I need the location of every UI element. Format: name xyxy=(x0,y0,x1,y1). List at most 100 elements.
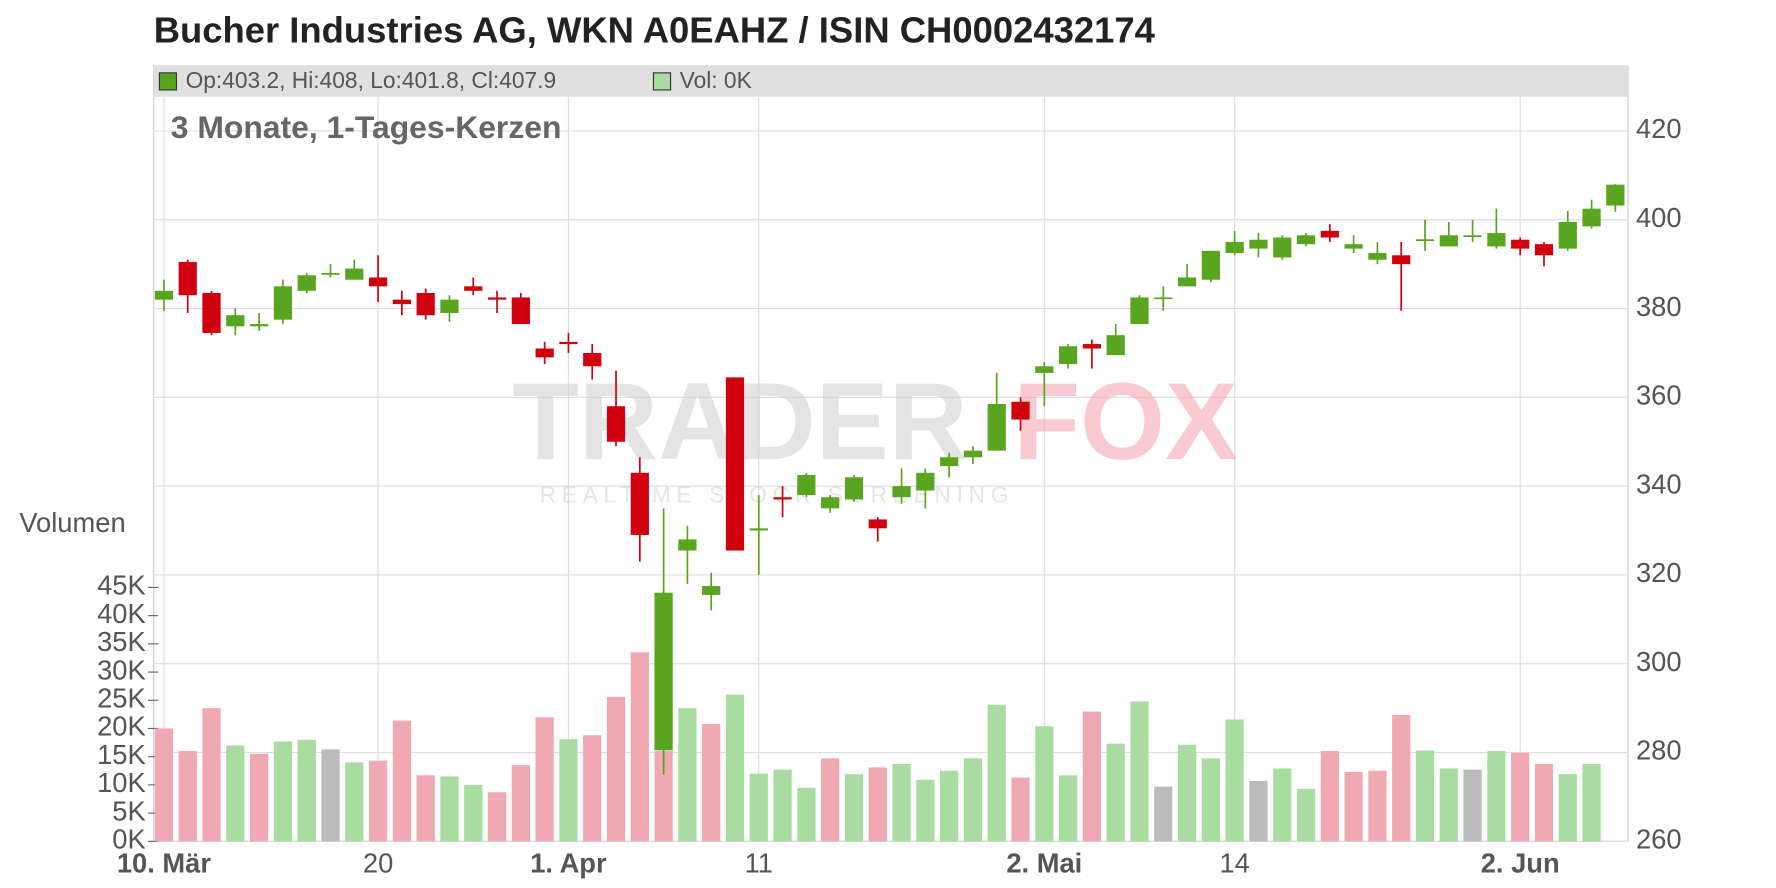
volume-bar xyxy=(987,704,1006,842)
candle-body xyxy=(1035,366,1054,373)
volume-axis-label: Volumen xyxy=(19,507,125,538)
candle-body xyxy=(821,497,840,509)
x-tick-label: 1. Apr xyxy=(530,847,607,878)
volume-bar xyxy=(1463,769,1482,842)
candle-body xyxy=(987,404,1006,451)
x-tick-label: 10. Mär xyxy=(117,847,211,878)
candle-body xyxy=(1582,208,1601,227)
volume-tick-label: 35K xyxy=(97,626,146,657)
volume-tick-label: 20K xyxy=(97,711,146,742)
volume-bar xyxy=(916,779,935,842)
candle-body xyxy=(583,352,602,367)
candle-body xyxy=(916,472,935,491)
volume-bar xyxy=(1225,719,1244,842)
volume-bar xyxy=(1035,726,1054,842)
candle-body xyxy=(797,475,816,496)
volume-tick-label: 25K xyxy=(97,682,146,713)
volume-bar xyxy=(273,741,293,842)
candle-body xyxy=(749,528,768,531)
candle-body xyxy=(1368,253,1387,260)
volume-bar xyxy=(1487,751,1506,842)
candle-body xyxy=(725,377,745,551)
candle-body xyxy=(1511,239,1530,249)
volume-tick-label: 10K xyxy=(97,767,146,798)
candle-body xyxy=(1011,401,1030,420)
candle-body xyxy=(1415,239,1435,241)
volume-bar xyxy=(440,776,459,842)
candle-body xyxy=(297,275,316,291)
candle-body xyxy=(392,299,411,305)
candle-body xyxy=(416,293,435,316)
volume-bar xyxy=(1130,701,1149,842)
x-tick-label: 2. Jun xyxy=(1481,847,1560,878)
candle-body xyxy=(702,586,721,595)
volume-bar xyxy=(702,723,721,842)
volume-bar xyxy=(487,792,507,842)
volume-bar xyxy=(1320,751,1339,842)
volume-bar xyxy=(940,770,959,842)
volume-tick-label: 5K xyxy=(112,795,145,826)
candle-body xyxy=(1463,235,1482,237)
legend-text: Op:403.2, Hi:408, Lo:401.8, Cl:407.9 xyxy=(186,67,557,93)
candle-body xyxy=(487,297,507,300)
x-tick-label: 20 xyxy=(363,847,393,878)
volume-bar xyxy=(1296,788,1316,842)
watermark-brand: FOX xyxy=(1013,361,1238,483)
volume-bar xyxy=(868,767,887,842)
volume-bar xyxy=(678,708,697,842)
candle-body xyxy=(1106,335,1125,356)
volume-bar xyxy=(844,774,864,842)
volume-tick-label: 40K xyxy=(97,598,146,629)
candle-body xyxy=(345,268,364,280)
candle-body xyxy=(178,261,197,296)
volume-bar xyxy=(1558,774,1577,842)
candle-body xyxy=(963,450,983,458)
y-tick-label: 400 xyxy=(1636,202,1682,233)
volume-tick-label: 15K xyxy=(97,739,146,770)
y-tick-label: 320 xyxy=(1636,557,1682,588)
legend-swatch xyxy=(652,72,672,91)
volume-bar xyxy=(1534,764,1554,842)
volume-bar xyxy=(1392,714,1411,842)
y-tick-label: 260 xyxy=(1636,824,1682,855)
candle-body xyxy=(440,299,459,313)
volume-bar xyxy=(416,775,435,842)
grid xyxy=(153,96,1628,842)
candle-body xyxy=(321,273,340,275)
candle-body xyxy=(1558,221,1577,249)
candle-body xyxy=(273,286,293,320)
watermark-tagline: REALTIME STOCK SCREENING xyxy=(540,481,1015,507)
volume-bar xyxy=(1154,786,1173,842)
candle-body xyxy=(940,457,959,467)
candle-body xyxy=(1082,344,1102,349)
volume-tick-label: 30K xyxy=(97,654,146,685)
y-tick-label: 360 xyxy=(1636,380,1682,411)
candle-body xyxy=(1249,239,1268,249)
legend-swatch xyxy=(158,72,178,91)
legend-band xyxy=(153,66,1629,97)
candle-body xyxy=(1201,250,1220,280)
volume-bar xyxy=(1344,771,1363,842)
volume-bar xyxy=(1415,750,1435,842)
candle-body xyxy=(1344,244,1363,249)
candle-body xyxy=(606,406,626,442)
candle-body xyxy=(1296,235,1316,245)
candle-body xyxy=(868,519,887,529)
volume-bar xyxy=(1582,764,1601,842)
candle-body xyxy=(535,348,554,358)
volume-bar xyxy=(583,735,602,842)
candle-body xyxy=(1273,237,1292,258)
candle-body xyxy=(844,477,864,500)
plot-area xyxy=(153,65,1629,842)
candle-body xyxy=(1392,255,1411,265)
candle-body xyxy=(630,472,649,535)
candle-body xyxy=(511,297,530,325)
volume-bar xyxy=(1011,777,1030,842)
candle-body xyxy=(1154,297,1173,300)
volume-bar xyxy=(892,764,911,842)
volume-bar xyxy=(725,694,745,842)
legend-text: Vol: 0K xyxy=(680,67,752,93)
volume-bar xyxy=(154,728,174,842)
candle-body xyxy=(1225,241,1244,254)
